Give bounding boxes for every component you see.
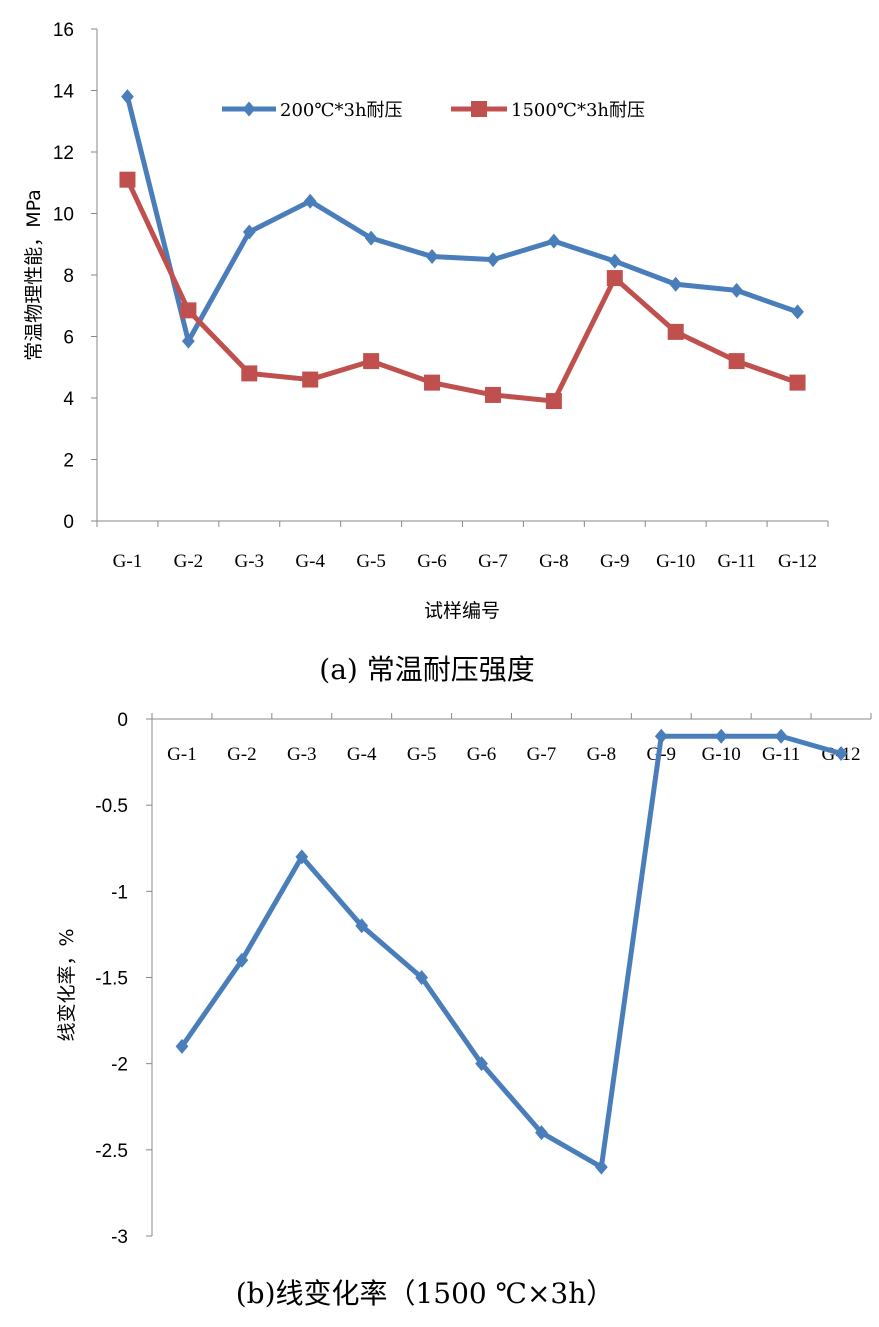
data-point	[834, 745, 848, 761]
data-point	[606, 270, 623, 287]
y-tick-label: 2	[63, 451, 74, 472]
y-tick-label: 12	[53, 143, 74, 164]
x-tick-label: G-5	[407, 744, 437, 765]
data-point	[415, 970, 428, 985]
y-tick-label: 6	[63, 328, 74, 349]
x-axis-title: 试样编号	[424, 600, 500, 622]
data-point	[119, 171, 136, 188]
y-tick-label: -1.5	[95, 969, 128, 990]
data-point	[302, 371, 319, 388]
series-line	[124, 94, 801, 344]
x-tick-label: G-2	[227, 744, 257, 765]
data-point	[295, 849, 309, 865]
data-point	[774, 728, 788, 744]
series-2	[119, 171, 806, 410]
x-tick-label: G-8	[587, 744, 617, 765]
x-tick-label: G-11	[762, 744, 800, 765]
data-point	[547, 233, 561, 249]
data-point	[180, 302, 197, 319]
x-tick-label: G-4	[347, 744, 377, 765]
data-point	[425, 249, 439, 265]
data-point	[789, 374, 806, 391]
legend-label: 1500℃*3h耐压	[511, 100, 645, 121]
x-tick-label: G-1	[113, 551, 143, 572]
y-axis-title: 线变化率，%	[56, 928, 78, 1041]
x-tick-label: G-7	[478, 551, 508, 572]
data-point	[235, 952, 249, 968]
chart-b-linear-change: 0 -0.5 -1 -1.5 -2 -2.5 -3 G-1 G-2 G-3 G-4 G-5 G-6 G-7…	[56, 710, 872, 1310]
x-tick-label: G-5	[356, 551, 386, 572]
data-point	[608, 253, 622, 269]
x-tick-label: G-4	[295, 551, 325, 572]
data-point	[535, 1125, 548, 1141]
x-tick-label: G-3	[287, 744, 317, 765]
x-tick-label: G-2	[174, 551, 204, 572]
data-point	[121, 89, 134, 105]
data-point	[182, 333, 195, 349]
x-tick-label: G-10	[702, 744, 741, 765]
y-tick-label: 8	[63, 266, 74, 287]
y-tick-label: 0	[63, 512, 74, 533]
x-tick-label: G-9	[647, 744, 677, 765]
data-point	[484, 386, 501, 403]
x-tick-label: G-9	[600, 551, 630, 572]
data-point	[486, 252, 500, 268]
series-1	[121, 89, 804, 349]
x-tick-label: G-11	[717, 551, 755, 572]
x-tick-label: G-10	[656, 551, 695, 572]
caption-a: (a) 常温耐压强度	[319, 653, 534, 686]
data-point	[595, 1159, 608, 1175]
data-point	[714, 728, 728, 744]
legend: 200℃*3h耐压 1500℃*3h耐压	[222, 100, 645, 121]
y-tick-label: 10	[53, 205, 74, 226]
data-point	[175, 1038, 189, 1054]
x-tick-label: G-7	[527, 744, 557, 765]
data-point	[654, 728, 668, 744]
series-line	[124, 177, 801, 404]
data-point	[791, 304, 804, 320]
x-tick-label: G-12	[778, 551, 817, 572]
data-point	[355, 918, 369, 934]
y-tick-label: -0.5	[95, 796, 128, 817]
y-tick-label: 14	[53, 82, 75, 103]
legend-marker	[471, 101, 487, 117]
data-point	[669, 276, 683, 292]
y-tick-label: 4	[63, 389, 74, 410]
x-tick-label: G-6	[417, 551, 447, 572]
data-point	[545, 393, 562, 410]
data-point	[728, 353, 745, 370]
data-point	[475, 1056, 488, 1072]
data-point	[364, 230, 378, 246]
data-point	[424, 374, 441, 391]
y-tick-label: -3	[111, 1227, 128, 1248]
legend-label: 200℃*3h耐压	[280, 100, 403, 121]
caption-b: (b)线变化率（1500 ℃×3h）	[236, 1277, 615, 1310]
y-tick-label: -2.5	[95, 1141, 128, 1162]
legend-marker	[242, 101, 256, 117]
x-tick-label: G-3	[235, 551, 265, 572]
y-tick-label: -1	[111, 882, 128, 903]
chart-a-compressive-strength: 0 2 4 6 8 10 12 14 16 G-1 G-2 G-3 G-4 G-5 G-6 G-7 G-8 G-9…	[23, 20, 829, 686]
y-tick-label: 0	[117, 710, 128, 731]
data-point	[667, 323, 684, 340]
data-point	[242, 224, 256, 240]
data-point	[241, 365, 258, 382]
series-line	[179, 733, 844, 1170]
data-point	[730, 282, 743, 298]
y-tick-label: -2	[111, 1055, 128, 1076]
y-axis-title: 常温物理性能，MPa	[23, 189, 45, 361]
series-1	[175, 728, 848, 1175]
x-tick-label: G-6	[467, 744, 497, 765]
y-tick-label: 16	[53, 20, 74, 41]
data-point	[363, 353, 380, 370]
data-point	[303, 193, 317, 209]
x-tick-label: G-1	[167, 744, 197, 765]
x-tick-label: G-8	[539, 551, 569, 572]
